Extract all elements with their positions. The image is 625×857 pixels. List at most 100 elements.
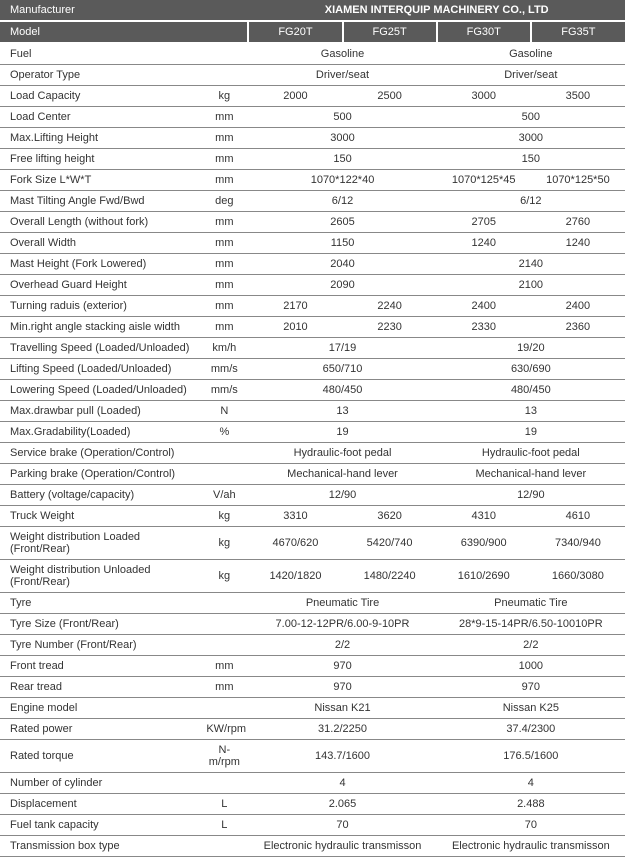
spec-label: Tyre Size (Front/Rear): [0, 614, 200, 635]
spec-value: 4: [437, 773, 625, 794]
spec-value: 970: [248, 677, 436, 698]
spec-value: 2040: [248, 254, 436, 275]
spec-label: Free lifting height: [0, 149, 200, 170]
spec-value: Driver/seat: [437, 65, 625, 86]
table-row: Service brake (Operation/Control) Hydraul…: [0, 443, 625, 464]
model-row: Model FG20T FG25T FG30T FG35T: [0, 21, 625, 43]
spec-label: Overall Length (without fork): [0, 212, 200, 233]
spec-unit: mm: [200, 107, 248, 128]
spec-value: 12/90: [248, 485, 436, 506]
spec-value: Mechanical-hand lever: [248, 464, 436, 485]
spec-value: 143.7/1600: [248, 740, 436, 773]
spec-value: 150: [248, 149, 436, 170]
spec-unit: mm: [200, 233, 248, 254]
spec-value: Gasoline: [248, 43, 436, 65]
spec-value: 1150: [248, 233, 436, 254]
spec-label: Lowering Speed (Loaded/Unloaded): [0, 380, 200, 401]
spec-value: 1240: [531, 233, 625, 254]
spec-unit: [200, 464, 248, 485]
spec-value: 4310: [437, 506, 531, 527]
spec-value: 2010: [248, 317, 342, 338]
table-row: Lifting Speed (Loaded/Unloaded)mm/s650/7…: [0, 359, 625, 380]
spec-unit: kg: [200, 86, 248, 107]
spec-value: 3000: [437, 128, 625, 149]
spec-value: Mechanical-hand lever: [437, 464, 625, 485]
spec-unit: mm: [200, 149, 248, 170]
spec-value: Nissan K21: [248, 698, 436, 719]
spec-label: Lifting Speed (Loaded/Unloaded): [0, 359, 200, 380]
table-row: Load Capacitykg2000250030003500: [0, 86, 625, 107]
spec-unit: [200, 614, 248, 635]
spec-value: 2100: [437, 275, 625, 296]
spec-value: 2/2: [248, 635, 436, 656]
spec-unit: mm: [200, 128, 248, 149]
spec-value: 2.065: [248, 794, 436, 815]
spec-unit: mm: [200, 656, 248, 677]
model-label: Model: [0, 21, 200, 43]
spec-label: Rated torque: [0, 740, 200, 773]
spec-unit: [200, 593, 248, 614]
spec-unit: N-m/rpm: [200, 740, 248, 773]
spec-value: 150: [437, 149, 625, 170]
spec-label: Max.drawbar pull (Loaded): [0, 401, 200, 422]
model-spacer: [200, 21, 248, 43]
spec-value: 2240: [343, 296, 437, 317]
model-3: FG35T: [531, 21, 625, 43]
spec-label: Overhead Guard Height: [0, 275, 200, 296]
table-row: Overhead Guard Heightmm20902100: [0, 275, 625, 296]
spec-value: 1660/3080: [531, 560, 625, 593]
spec-value: 1070*125*50: [531, 170, 625, 191]
spec-value: Pneumatic Tire: [248, 593, 436, 614]
spec-label: Tyre: [0, 593, 200, 614]
spec-value: 5420/740: [343, 527, 437, 560]
manufacturer-value: XIAMEN INTERQUIP MACHINERY CO., LTD: [248, 0, 625, 21]
spec-unit: deg: [200, 191, 248, 212]
spec-label: Displacement: [0, 794, 200, 815]
spec-label: Load Capacity: [0, 86, 200, 107]
spec-value: 31.2/2250: [248, 719, 436, 740]
spec-label: Service brake (Operation/Control): [0, 443, 200, 464]
spec-unit: kg: [200, 506, 248, 527]
manufacturer-row: Manufacturer XIAMEN INTERQUIP MACHINERY …: [0, 0, 625, 21]
spec-unit: N: [200, 401, 248, 422]
table-row: Engine model Nissan K21Nissan K25: [0, 698, 625, 719]
spec-label: Travelling Speed (Loaded/Unloaded): [0, 338, 200, 359]
spec-unit: kg: [200, 560, 248, 593]
table-row: Tyre Size (Front/Rear)7.00-12-12PR/6.00-…: [0, 614, 625, 635]
spec-unit: [200, 443, 248, 464]
spec-value: Nissan K25: [437, 698, 625, 719]
table-row: Overall Widthmm115012401240: [0, 233, 625, 254]
table-row: TyrePneumatic TirePneumatic Tire: [0, 593, 625, 614]
spec-value: 3310: [248, 506, 342, 527]
spec-value: 3620: [343, 506, 437, 527]
spec-value: 2400: [531, 296, 625, 317]
spec-value: 19/20: [437, 338, 625, 359]
spec-label: Transmission box type: [0, 836, 200, 857]
table-row: Transmission box typeElectronic hydrauli…: [0, 836, 625, 857]
table-row: Lowering Speed (Loaded/Unloaded)mm/s480/…: [0, 380, 625, 401]
spec-value: Hydraulic-foot pedal: [437, 443, 625, 464]
spec-label: Overall Width: [0, 233, 200, 254]
spec-value: 480/450: [437, 380, 625, 401]
model-0: FG20T: [248, 21, 342, 43]
spec-value: 4670/620: [248, 527, 342, 560]
spec-value: 2705: [437, 212, 531, 233]
spec-label: Fuel: [0, 43, 200, 65]
spec-table: Manufacturer XIAMEN INTERQUIP MACHINERY …: [0, 0, 625, 857]
spec-value: 7340/940: [531, 527, 625, 560]
spec-unit: [200, 836, 248, 857]
spec-unit: mm/s: [200, 359, 248, 380]
spec-label: Weight distribution Unloaded (Front/Rear…: [0, 560, 200, 593]
spec-value: 17/19: [248, 338, 436, 359]
spec-value: 4610: [531, 506, 625, 527]
spec-label: Min.right angle stacking aisle width: [0, 317, 200, 338]
spec-value: 500: [437, 107, 625, 128]
table-row: Max.drawbar pull (Loaded)N1313: [0, 401, 625, 422]
table-row: Free lifting heightmm150150: [0, 149, 625, 170]
model-1: FG25T: [343, 21, 437, 43]
spec-label: Engine model: [0, 698, 200, 719]
spec-label: Rear tread: [0, 677, 200, 698]
spec-value: 970: [437, 677, 625, 698]
spec-unit: %: [200, 422, 248, 443]
spec-unit: kg: [200, 527, 248, 560]
